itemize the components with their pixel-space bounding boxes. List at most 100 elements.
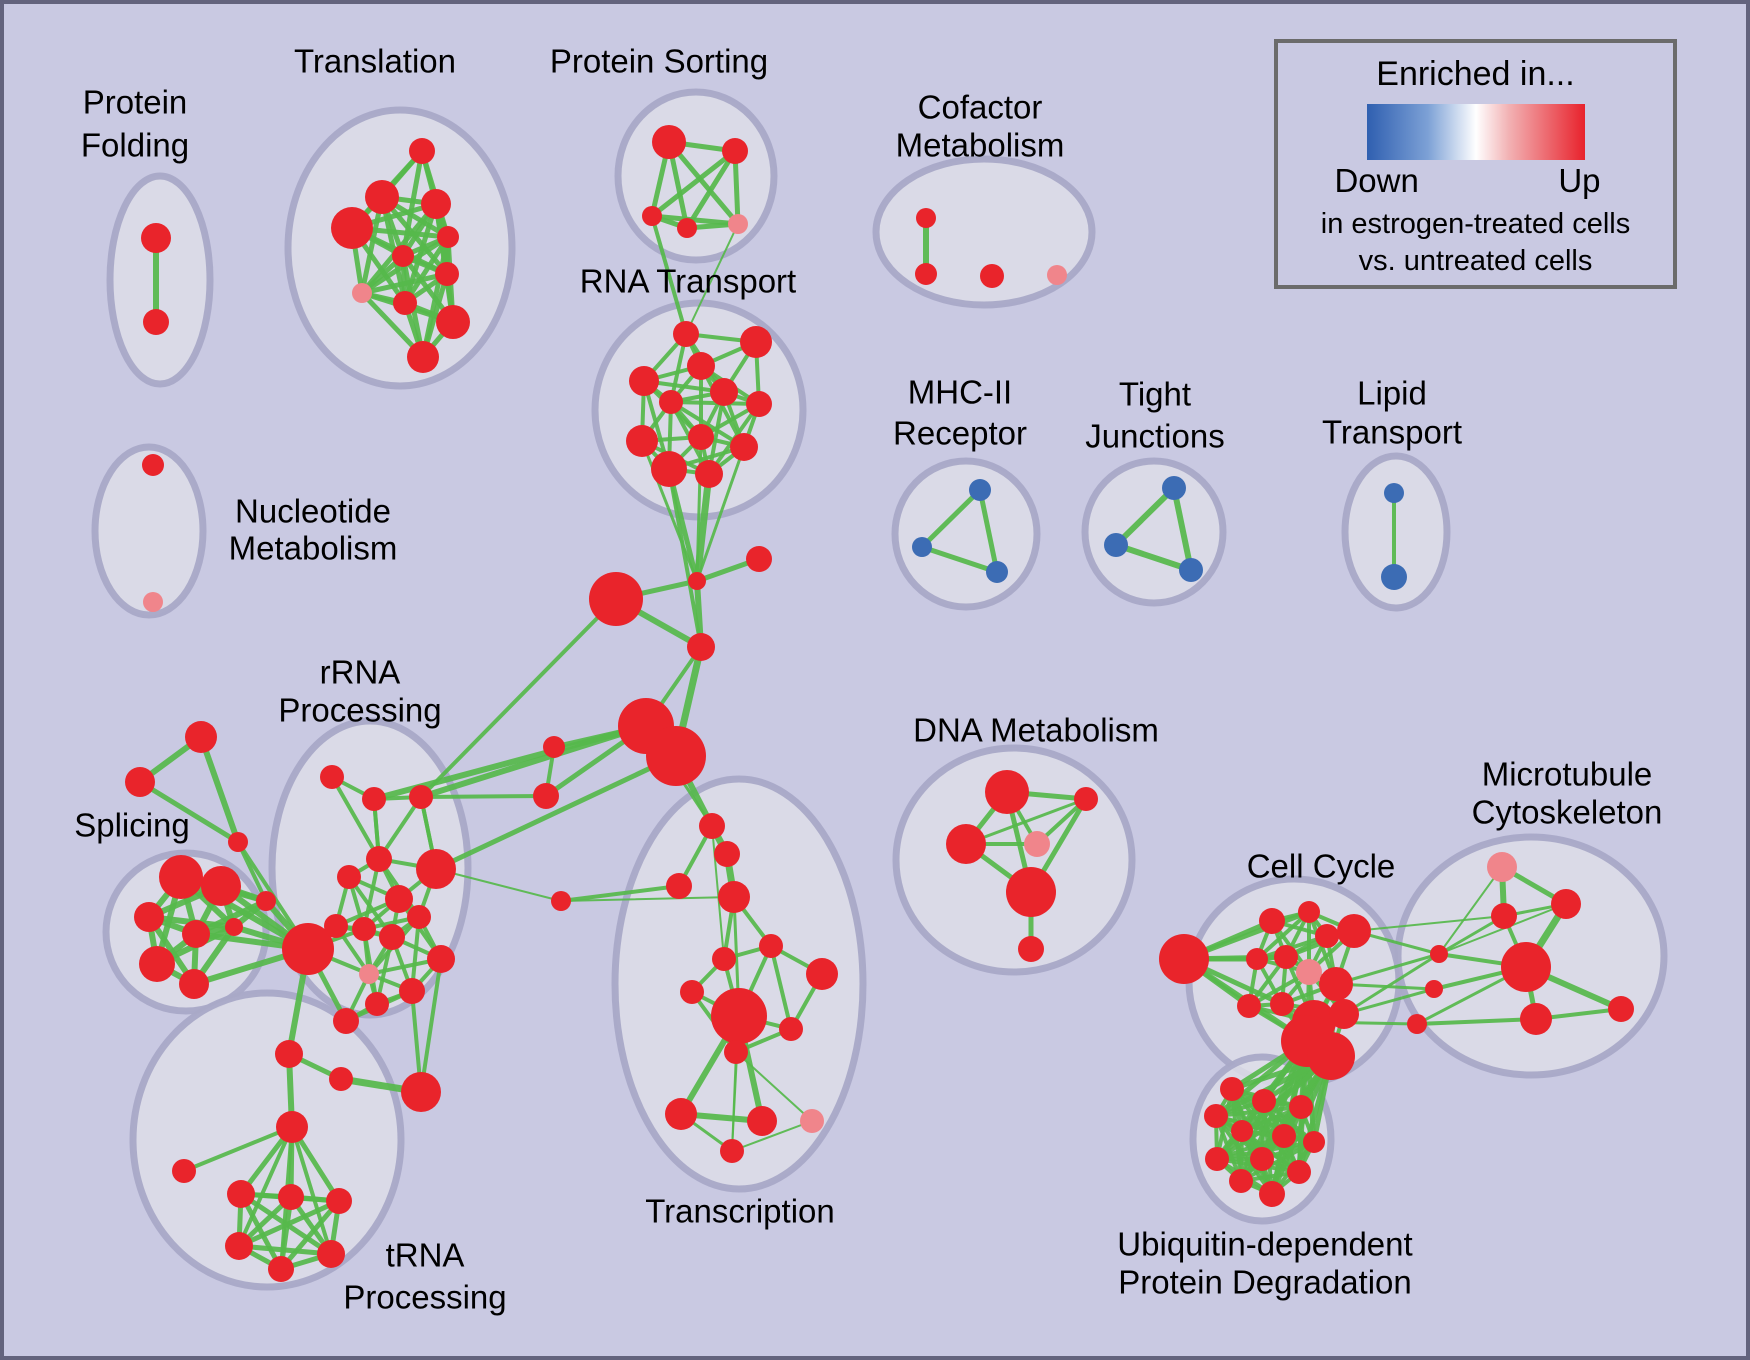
translation-node — [409, 138, 435, 164]
protein_folding-node — [141, 223, 171, 253]
rrna-node — [409, 785, 433, 809]
transcription-node — [806, 958, 838, 990]
edge — [649, 148, 738, 219]
translation-node — [437, 226, 459, 248]
edge — [236, 1198, 342, 1249]
rna_transport-node — [730, 433, 758, 461]
cellcycle-label: Cell Cycle — [1247, 848, 1396, 885]
translation-label: Translation — [294, 43, 456, 80]
legend-up-label: Up — [1558, 162, 1601, 199]
rna_transport-node — [740, 326, 772, 358]
lipid-node — [1384, 483, 1404, 503]
nucleotide-ellipse — [91, 443, 207, 619]
microtubule-node — [1551, 889, 1581, 919]
dna-label: DNA Metabolism — [913, 712, 1159, 749]
rna_transport-label: RNA Transport — [580, 263, 796, 300]
trna-node — [329, 1067, 353, 1091]
rna_transport-node — [710, 378, 738, 406]
microtubule-label: Microtubule — [1482, 756, 1653, 793]
links-node — [589, 572, 643, 626]
tight-label: Junctions — [1085, 418, 1224, 455]
protein_folding-label: Folding — [81, 127, 189, 164]
mhc-label: MHC-II — [908, 374, 1012, 411]
tight-node — [1104, 533, 1128, 557]
rrna-node — [379, 924, 405, 950]
transcription-node — [747, 1106, 777, 1136]
rrna-node — [337, 865, 361, 889]
links-node — [687, 633, 715, 661]
transcription-node — [712, 947, 736, 971]
tight-ellipse — [1081, 457, 1227, 607]
transcription-node — [665, 1098, 697, 1130]
ubiquitin-node — [1252, 1089, 1276, 1113]
transcription-node — [724, 1040, 748, 1064]
legend-title: Enriched in... — [1376, 55, 1575, 93]
triangle-node — [228, 832, 248, 852]
edge — [1353, 915, 1505, 932]
edge — [735, 1051, 813, 1122]
rna_transport-node — [626, 425, 658, 457]
cellcycle-node — [1329, 999, 1359, 1029]
mhc-node — [986, 561, 1008, 583]
lipid-label: Lipid — [1357, 375, 1427, 412]
edge — [1438, 903, 1567, 955]
edge — [769, 944, 793, 1031]
ubiquitin-node — [1289, 1095, 1313, 1119]
transcription-node — [714, 841, 740, 867]
translation-node — [393, 291, 417, 315]
edge — [695, 445, 746, 583]
cellcycle-node — [1159, 934, 1209, 984]
rna_transport-node — [688, 424, 714, 450]
protein_sorting-node — [677, 218, 697, 238]
ubiquitin-node — [1259, 1181, 1285, 1207]
edge — [919, 544, 1000, 575]
ubiquitin-node — [1204, 1104, 1228, 1128]
splicing-label: Splicing — [74, 807, 190, 844]
rna_transport-node — [687, 352, 715, 380]
trna-ellipse — [129, 989, 405, 1291]
splicing-node — [134, 902, 164, 932]
edge — [419, 597, 618, 799]
triangle-node — [185, 721, 217, 753]
edge — [1171, 485, 1194, 573]
edge — [359, 271, 450, 296]
dna-node — [1024, 831, 1050, 857]
rrna-node — [320, 765, 344, 789]
legend-subtitle-line1: in estrogen-treated cells — [1320, 208, 1631, 240]
rrna-node — [362, 787, 386, 811]
edge — [559, 884, 681, 903]
dna-node — [985, 770, 1029, 814]
ubiquitin-node — [1250, 1147, 1274, 1171]
translation-node — [352, 283, 372, 303]
protein_sorting-node — [642, 206, 662, 226]
rrna-node — [366, 846, 392, 872]
splicing-node — [159, 855, 203, 899]
rna_transport-node — [673, 321, 699, 347]
transcription-node — [720, 1139, 744, 1163]
edge — [1334, 952, 1441, 986]
edge — [695, 435, 703, 583]
splicing-node — [182, 920, 210, 948]
nucleotide-node — [143, 592, 163, 612]
links-node — [533, 783, 559, 809]
translation-node — [331, 207, 373, 249]
splicing-node — [225, 918, 243, 936]
label-layer: Protein Folding Translation Protein Sorting… — [74, 43, 1662, 1316]
tight-node — [1179, 558, 1203, 582]
edge — [640, 439, 699, 583]
tight-node — [1162, 476, 1186, 500]
edge — [330, 775, 381, 861]
edge — [419, 957, 443, 1094]
rna_transport-node — [629, 366, 659, 396]
lipid-node — [1381, 564, 1407, 590]
transcription-node — [779, 1017, 803, 1041]
connectors2-node — [1407, 1014, 1427, 1034]
edge — [1269, 1053, 1334, 1197]
protein_sorting-node — [652, 125, 686, 159]
edge — [560, 896, 735, 902]
node-layer — [125, 125, 1634, 1282]
protein_sorting-node — [722, 138, 748, 164]
edge — [685, 223, 739, 335]
splicing-node — [179, 969, 209, 999]
